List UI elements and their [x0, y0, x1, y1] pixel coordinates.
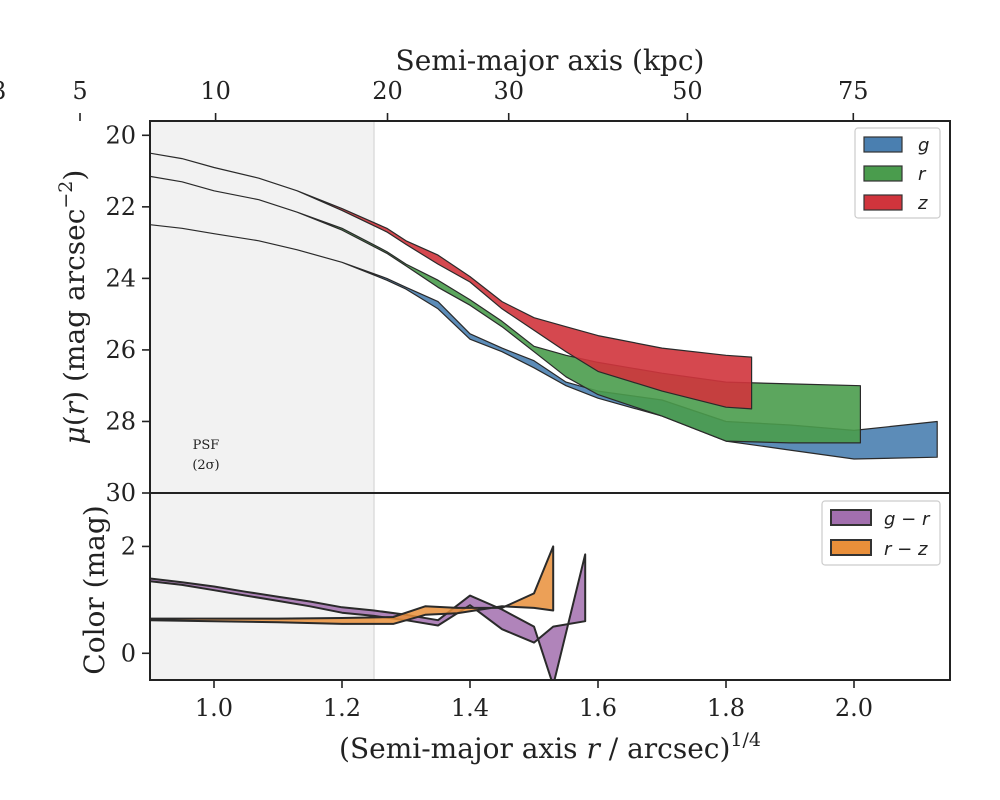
x-tick-label: 1.2	[323, 694, 361, 722]
top-x-axis-label: Semi-major axis (kpc)	[396, 44, 705, 77]
x-tick-label: 1.6	[579, 694, 617, 722]
band-z	[150, 152, 753, 410]
x-tick-label: 1.0	[195, 694, 233, 722]
legend-label-z: z	[917, 193, 928, 214]
bottom-axes-frame	[149, 492, 951, 681]
y-axis-label-color: Color (mag)	[78, 505, 111, 674]
x-tick-label: 1.4	[451, 694, 489, 722]
kpc-tick-label: 20	[372, 77, 403, 105]
psf-label-line1: PSF	[193, 438, 220, 453]
color-y-tick-label: 0	[121, 639, 136, 667]
kpc-tick-label: 3	[0, 77, 6, 105]
band-r_z	[150, 545, 555, 625]
psf-shaded-region-color	[150, 493, 374, 680]
psf-label-line2: (2σ)	[192, 458, 219, 473]
legend-label-g: g	[918, 135, 929, 156]
y-tick-label: 26	[105, 336, 136, 364]
legend-swatch-r-minus-z	[830, 539, 872, 556]
legend-swatch-g	[863, 136, 903, 153]
y-tick-label: 28	[105, 407, 136, 435]
y-tick-label: 22	[105, 193, 136, 221]
legend-label-r: r	[918, 164, 927, 185]
kpc-tick-label: 50	[672, 77, 703, 105]
x-axis-label: (Semi-major axis r / arcsec)1/4	[339, 729, 761, 765]
y-axis-label-surface-brightness: μ(r) (mag arcsec−2)	[55, 170, 91, 445]
kpc-tick-label: 30	[493, 77, 524, 105]
x-tick-label: 1.8	[707, 694, 745, 722]
legend-swatch-r	[863, 165, 903, 182]
legend-swatch-g-minus-r	[830, 509, 872, 526]
kpc-tick-label: 75	[838, 77, 869, 105]
x-tick-label: 2.0	[835, 694, 873, 722]
legend-label-r-minus-z: r − z	[884, 539, 928, 560]
y-tick-label: 30	[105, 479, 136, 507]
y-tick-label: 24	[105, 264, 136, 292]
kpc-tick-label: 10	[200, 77, 231, 105]
y-tick-label: 20	[105, 121, 136, 149]
legend-label-g-minus-r: g − r	[884, 509, 931, 530]
legend-surface-brightness: g r z	[854, 127, 941, 219]
surface-brightness-bands	[150, 152, 938, 460]
psf-shaded-region	[150, 121, 374, 493]
legend-color: g − r r − z	[821, 500, 941, 566]
legend-swatch-z	[863, 194, 903, 211]
kpc-tick-label: 5	[72, 77, 87, 105]
axis-ticks: 20 22 24 26 28 30 0 2 1.0 1.2 1.4 1.6 1.8 2.0 3 5 10 20 30…	[0, 77, 873, 722]
color-y-tick-label: 2	[121, 532, 136, 560]
color-bands	[150, 545, 587, 680]
band-g_r	[150, 553, 587, 680]
